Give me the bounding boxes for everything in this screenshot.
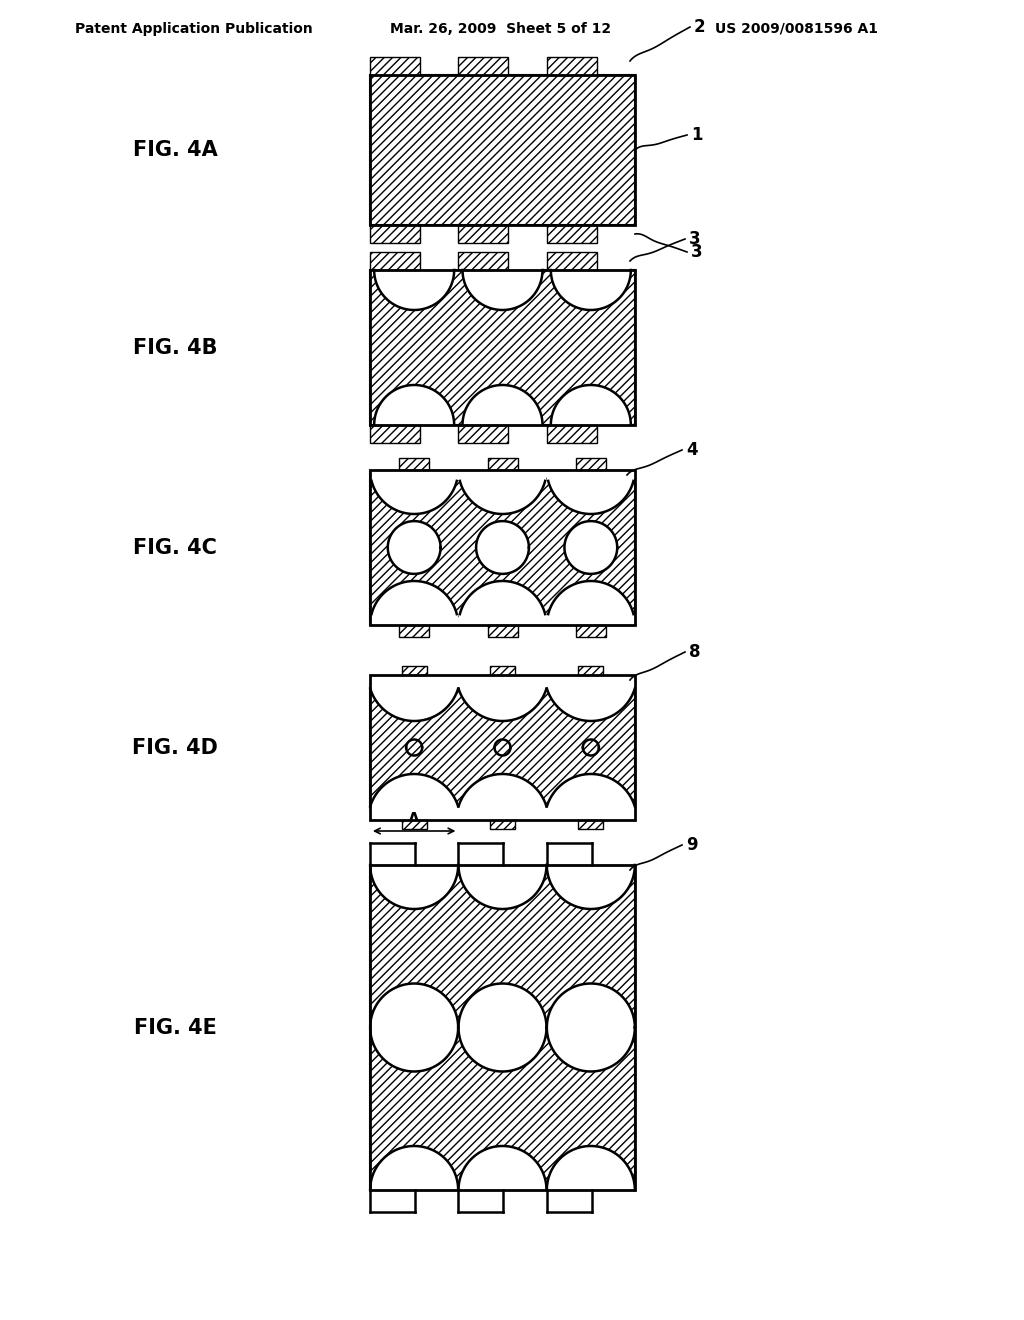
Text: Patent Application Publication: Patent Application Publication <box>75 22 312 36</box>
Circle shape <box>374 230 455 310</box>
Circle shape <box>547 983 635 1072</box>
Text: 9: 9 <box>686 836 697 854</box>
Bar <box>575 458 606 470</box>
Circle shape <box>547 821 635 909</box>
Circle shape <box>374 385 455 465</box>
Bar <box>370 865 635 1191</box>
Text: 3: 3 <box>689 230 700 248</box>
Circle shape <box>370 821 458 909</box>
Bar <box>399 458 429 470</box>
Circle shape <box>370 983 458 1072</box>
Bar <box>547 57 597 75</box>
Circle shape <box>459 426 547 513</box>
Bar <box>579 820 603 829</box>
Circle shape <box>457 774 549 866</box>
Circle shape <box>545 774 637 866</box>
Text: 4: 4 <box>686 441 697 459</box>
Circle shape <box>551 385 631 465</box>
Circle shape <box>459 983 547 1072</box>
Text: 3: 3 <box>691 243 702 261</box>
Bar <box>370 470 635 624</box>
Bar <box>487 458 517 470</box>
Bar <box>575 624 606 638</box>
Circle shape <box>463 230 543 310</box>
Text: US 2009/0081596 A1: US 2009/0081596 A1 <box>715 22 878 36</box>
Text: FIG. 4B: FIG. 4B <box>133 338 217 358</box>
Bar <box>370 75 635 224</box>
Circle shape <box>369 774 460 866</box>
Text: FIG. 4D: FIG. 4D <box>132 738 218 758</box>
Bar <box>370 57 420 75</box>
Bar <box>370 675 635 820</box>
Circle shape <box>459 1146 547 1234</box>
Text: A: A <box>409 812 420 828</box>
Bar <box>370 470 635 624</box>
Bar <box>487 624 517 638</box>
Bar <box>370 425 420 444</box>
Circle shape <box>370 426 458 513</box>
Bar <box>399 624 429 638</box>
Bar <box>547 224 597 243</box>
Bar <box>547 252 597 271</box>
Bar <box>370 271 635 425</box>
Circle shape <box>457 630 549 721</box>
Bar <box>370 224 420 243</box>
Text: Mar. 26, 2009  Sheet 5 of 12: Mar. 26, 2009 Sheet 5 of 12 <box>390 22 611 36</box>
Bar <box>490 667 515 675</box>
Circle shape <box>463 385 543 465</box>
Bar <box>370 865 635 1191</box>
Circle shape <box>547 581 635 669</box>
Bar <box>370 675 635 820</box>
Bar <box>490 820 515 829</box>
Bar <box>370 75 635 224</box>
Circle shape <box>388 521 440 574</box>
Bar <box>547 425 597 444</box>
Text: 2: 2 <box>694 18 706 36</box>
Circle shape <box>370 581 458 669</box>
Bar <box>401 820 427 829</box>
Circle shape <box>370 1146 458 1234</box>
Bar <box>459 252 508 271</box>
Bar <box>401 667 427 675</box>
Circle shape <box>564 521 617 574</box>
Bar <box>370 252 420 271</box>
Bar <box>579 667 603 675</box>
Bar <box>459 425 508 444</box>
Bar <box>370 271 635 425</box>
Text: FIG. 4E: FIG. 4E <box>133 1018 216 1038</box>
Text: FIG. 4A: FIG. 4A <box>133 140 217 160</box>
Text: 1: 1 <box>691 125 702 144</box>
Bar <box>459 224 508 243</box>
Circle shape <box>551 230 631 310</box>
Circle shape <box>369 630 460 721</box>
Text: FIG. 4C: FIG. 4C <box>133 537 217 557</box>
Circle shape <box>459 581 547 669</box>
Text: 8: 8 <box>689 643 700 661</box>
Circle shape <box>545 630 637 721</box>
Circle shape <box>547 426 635 513</box>
Circle shape <box>459 821 547 909</box>
Circle shape <box>547 1146 635 1234</box>
Bar <box>459 57 508 75</box>
Circle shape <box>476 521 529 574</box>
